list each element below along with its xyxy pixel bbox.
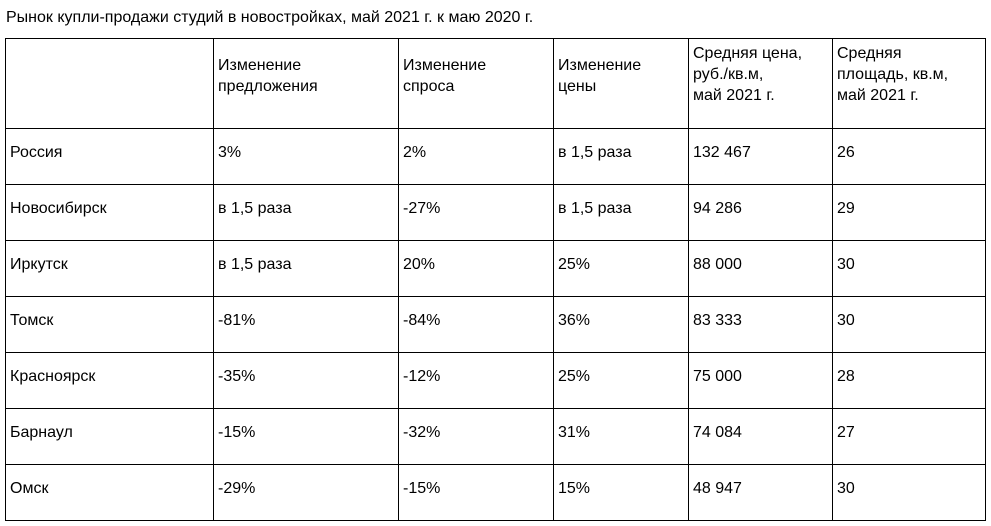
value-cell: -15% [398, 464, 554, 521]
region-cell: Омск [5, 464, 214, 521]
header-row: Изменение предложения Изменение спроса Изм… [5, 38, 986, 129]
value-cell: 30 [832, 296, 986, 353]
table-row: Томск -81% -84% 36% 83 333 30 [5, 296, 986, 353]
region-cell: Красноярск [5, 352, 214, 409]
value-cell: 27 [832, 408, 986, 465]
header-cell: Изменение спроса [398, 38, 554, 129]
value-cell: 25% [553, 352, 689, 409]
header-cell: Изменение предложения [213, 38, 399, 129]
table-row: Россия 3% 2% в 1,5 раза 132 467 26 [5, 128, 986, 185]
region-cell: Барнаул [5, 408, 214, 465]
value-cell: -12% [398, 352, 554, 409]
value-cell: -27% [398, 184, 554, 241]
value-cell: 132 467 [688, 128, 833, 185]
value-cell: -81% [213, 296, 399, 353]
value-cell: в 1,5 раза [213, 240, 399, 297]
value-cell: 36% [553, 296, 689, 353]
value-cell: -84% [398, 296, 554, 353]
region-cell: Иркутск [5, 240, 214, 297]
value-cell: в 1,5 раза [553, 128, 689, 185]
table-row: Иркутск в 1,5 раза 20% 25% 88 000 30 [5, 240, 986, 297]
value-cell: -15% [213, 408, 399, 465]
value-cell: 88 000 [688, 240, 833, 297]
value-cell: 15% [553, 464, 689, 521]
value-cell: 28 [832, 352, 986, 409]
value-cell: 94 286 [688, 184, 833, 241]
value-cell: 20% [398, 240, 554, 297]
value-cell: 30 [832, 464, 986, 521]
header-cell: Средняя площадь, кв.м, май 2021 г. [832, 38, 986, 129]
table-title: Рынок купли-продажи студий в новостройка… [6, 9, 534, 26]
value-cell: -29% [213, 464, 399, 521]
table-row: Новосибирск в 1,5 раза -27% в 1,5 раза 94 28… [5, 184, 986, 241]
value-cell: 75 000 [688, 352, 833, 409]
header-cell [5, 38, 214, 129]
value-cell: 74 084 [688, 408, 833, 465]
region-cell: Россия [5, 128, 214, 185]
value-cell: 2% [398, 128, 554, 185]
value-cell: 25% [553, 240, 689, 297]
header-cell: Средняя цена, руб./кв.м, май 2021 г. [688, 38, 833, 129]
table-row: Омск -29% -15% 15% 48 947 30 [5, 464, 986, 521]
value-cell: в 1,5 раза [213, 184, 399, 241]
region-cell: Новосибирск [5, 184, 214, 241]
value-cell: 48 947 [688, 464, 833, 521]
data-table: Изменение предложения Изменение спроса Изм… [5, 38, 986, 521]
value-cell: 31% [553, 408, 689, 465]
value-cell: 29 [832, 184, 986, 241]
table-row: Барнаул -15% -32% 31% 74 084 27 [5, 408, 986, 465]
value-cell: 26 [832, 128, 986, 185]
value-cell: 3% [213, 128, 399, 185]
value-cell: в 1,5 раза [553, 184, 689, 241]
region-cell: Томск [5, 296, 214, 353]
header-cell: Изменение цены [553, 38, 689, 129]
value-cell: 83 333 [688, 296, 833, 353]
value-cell: 30 [832, 240, 986, 297]
value-cell: -32% [398, 408, 554, 465]
table-row: Красноярск -35% -12% 25% 75 000 28 [5, 352, 986, 409]
value-cell: -35% [213, 352, 399, 409]
